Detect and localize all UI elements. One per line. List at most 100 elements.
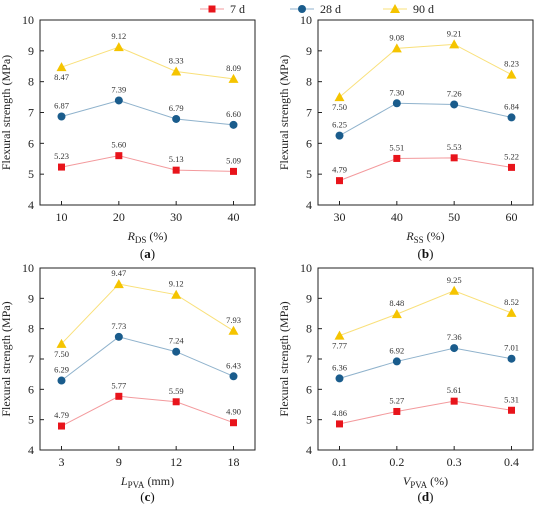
data-label: 7.93 <box>226 315 241 325</box>
series-90d: 7.50 9.08 9.21 8.23 <box>332 28 519 112</box>
panels: 4 5 6 7 8 9 10 10 20 30 40 Flexural strength (MPa) R… <box>0 13 534 504</box>
y-axis-label: Flexural strength (MPa) <box>277 301 291 416</box>
data-label: 9.12 <box>169 279 184 289</box>
data-label: 9.25 <box>447 275 462 285</box>
series-line <box>339 102 512 137</box>
panel-label: (d) <box>418 489 434 504</box>
series-90d: 7.77 8.48 9.25 8.52 <box>332 275 519 351</box>
series-28d: 6.29 7.73 7.24 6.43 <box>54 321 241 385</box>
panel-label: (b) <box>418 246 434 261</box>
y-tick-label: 6 <box>306 136 312 150</box>
legend-marker <box>208 5 216 13</box>
x-tick-label: 0.4 <box>504 455 519 469</box>
data-point <box>450 154 458 162</box>
y-tick-label: 9 <box>28 44 34 58</box>
x-axis-label-unit: (%) <box>427 474 448 488</box>
y-tick-label: 7 <box>306 106 312 120</box>
legend-marker <box>390 4 400 13</box>
plot-frame <box>317 267 534 451</box>
data-label: 7.77 <box>332 341 347 351</box>
x-tick-label: 0.2 <box>389 455 404 469</box>
plot-frame <box>317 19 534 206</box>
y-tick-label: 10 <box>300 13 312 27</box>
series-line <box>61 99 234 126</box>
data-point <box>114 96 123 105</box>
data-point <box>228 73 239 83</box>
series-7d: 4.79 5.77 5.59 4.90 <box>54 380 241 430</box>
data-label: 7.39 <box>111 84 126 94</box>
series-7d: 5.23 5.60 5.13 5.09 <box>54 140 241 175</box>
x-tick-label: 30 <box>334 210 346 224</box>
y-tick-label: 8 <box>28 75 34 89</box>
series-28d: 6.25 7.30 7.26 6.84 <box>332 87 520 140</box>
data-label: 5.59 <box>169 386 184 396</box>
data-label: 7.50 <box>54 349 69 359</box>
data-point <box>230 419 237 427</box>
data-label: 5.27 <box>389 395 404 405</box>
panel-label: (a) <box>140 246 155 261</box>
data-label: 5.53 <box>447 142 462 152</box>
series-7d: 4.79 5.51 5.53 5.22 <box>332 142 519 185</box>
x-axis-label-sub: PVA <box>410 480 427 490</box>
y-axis-label: Flexural strength (MPa) <box>0 55 13 170</box>
data-point <box>449 285 460 295</box>
x-tick-label: 60 <box>506 210 518 224</box>
data-label: 7.73 <box>111 321 126 331</box>
data-point <box>57 376 66 385</box>
data-point <box>113 42 124 52</box>
data-label: 8.09 <box>226 63 241 73</box>
x-tick-label: 30 <box>170 210 182 224</box>
y-tick-label: 8 <box>28 322 34 336</box>
data-point <box>113 279 124 289</box>
x-tick-label: 12 <box>170 455 182 469</box>
x-axis-label-main: L <box>120 474 128 488</box>
data-point <box>172 114 181 123</box>
y-tick-label: 9 <box>306 291 312 305</box>
y-tick-label: 9 <box>306 44 312 58</box>
data-point <box>172 347 181 356</box>
x-axis-label-main: R <box>405 229 414 243</box>
y-tick-label: 5 <box>28 413 34 427</box>
legend: 7 d 28 d 90 d <box>200 2 434 16</box>
data-label: 5.60 <box>111 140 126 150</box>
data-point <box>114 332 123 341</box>
data-label: 5.09 <box>226 155 241 165</box>
x-tick-label: 9 <box>116 455 122 469</box>
y-tick-label: 6 <box>28 382 34 396</box>
data-point <box>56 62 67 72</box>
x-tick-label: 0.1 <box>332 455 347 469</box>
data-label: 6.43 <box>226 360 241 370</box>
data-point <box>450 344 459 353</box>
y-tick-label: 6 <box>306 382 312 396</box>
x-tick-label: 50 <box>448 210 460 224</box>
data-label: 6.29 <box>54 365 69 375</box>
data-point <box>335 374 344 383</box>
data-label: 5.77 <box>111 380 126 390</box>
x-tick-label: 40 <box>391 210 403 224</box>
data-point <box>172 398 180 406</box>
y-tick-label: 4 <box>28 443 34 457</box>
data-label: 5.13 <box>169 154 184 164</box>
x-axis-label: RDS (%) <box>127 229 168 245</box>
data-label: 9.08 <box>389 32 404 42</box>
data-label: 9.47 <box>111 268 126 278</box>
data-label: 8.48 <box>389 298 404 308</box>
y-tick-label: 10 <box>300 261 312 275</box>
series-28d: 6.87 7.39 6.79 6.60 <box>54 84 241 129</box>
y-axis-label: Flexural strength (MPa) <box>0 301 13 416</box>
data-label: 8.23 <box>504 59 519 69</box>
y-tick-label: 7 <box>28 106 34 120</box>
data-point <box>508 406 515 414</box>
data-label: 8.33 <box>169 55 184 65</box>
y-tick-label: 6 <box>28 136 34 150</box>
data-point <box>115 392 123 400</box>
data-label: 6.36 <box>332 362 347 372</box>
series-line <box>339 157 512 182</box>
y-tick-label: 7 <box>28 352 34 366</box>
series-line <box>61 283 234 345</box>
data-label: 6.92 <box>389 345 404 355</box>
x-tick-label: 3 <box>59 455 65 469</box>
data-label: 9.12 <box>111 31 126 41</box>
x-tick-label: 0.3 <box>447 455 462 469</box>
data-point <box>393 407 401 415</box>
